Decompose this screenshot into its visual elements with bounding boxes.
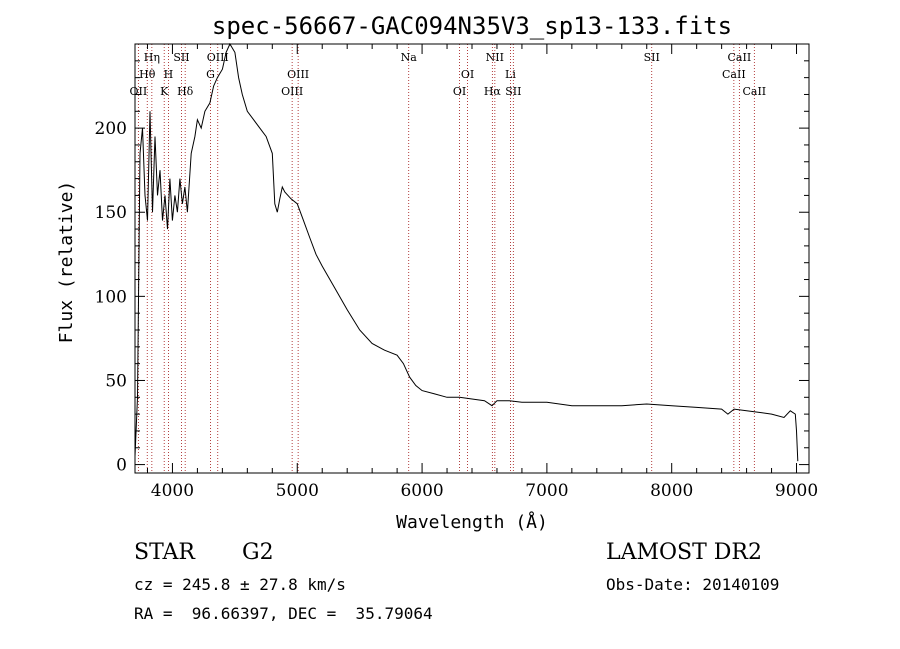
line-marker-label: Na [401, 51, 418, 64]
obs-date-text: Obs-Date: 20140109 [606, 575, 780, 594]
subclass: G2 [242, 540, 274, 565]
survey-name: LAMOST DR2 [606, 540, 762, 565]
y-tick-label: 200 [95, 119, 127, 139]
line-marker-label: OI [461, 68, 474, 81]
line-marker-label: SII [505, 85, 521, 98]
x-tick-label: 7000 [525, 481, 568, 501]
x-tick-label: 9000 [775, 481, 818, 501]
y-tick-label: 150 [95, 203, 127, 223]
redshift-text: cz = 245.8 ± 27.8 km/s [134, 575, 346, 594]
x-axis-label: Wavelength (Å) [396, 511, 548, 533]
line-marker-label: OIII [287, 68, 309, 81]
line-marker-label: Hη [144, 51, 160, 64]
y-tick-label: 100 [95, 287, 127, 307]
y-tick-label: 50 [105, 371, 127, 391]
x-tick-label: 4000 [151, 481, 194, 501]
plot-frame [134, 43, 810, 474]
line-marker-label: Hδ [177, 85, 194, 98]
line-marker-label: G [206, 68, 215, 81]
line-marker-label: Li [505, 68, 516, 81]
line-marker-label: CaII [728, 51, 752, 64]
line-marker-label: OII [130, 85, 148, 98]
line-marker-label: OI [453, 85, 466, 98]
line-marker-label: K [160, 85, 169, 98]
line-marker-label: CaII [722, 68, 746, 81]
x-tick-label: 5000 [276, 481, 319, 501]
line-marker-label: OIII [207, 51, 229, 64]
line-marker-label: Hα [484, 85, 502, 98]
line-marker-label: SII [644, 51, 660, 64]
axis-ticks: 4000 5000 6000 7000 8000 9000 0 50 100 150 200 [95, 44, 818, 501]
line-marker-label: OIII [281, 85, 303, 98]
x-tick-label: 8000 [650, 481, 693, 501]
line-marker-label: Hθ [139, 68, 156, 81]
chart-title: spec-56667-GAC094N35V3_sp13-133.fits [212, 12, 732, 40]
x-tick-label: 6000 [400, 481, 443, 501]
line-marker-label: NII [486, 51, 504, 64]
line-marker-label: H [164, 68, 174, 81]
spectrum-line [134, 42, 799, 462]
object-class: STAR [134, 540, 195, 565]
line-marker-label: CaII [742, 85, 766, 98]
line-marker-label: SII [173, 51, 189, 64]
y-tick-label: 0 [116, 456, 127, 476]
line-markers: Hη Hθ OII HK SII Hδ OIII G OIII OIII Na OI OI NIILiHα… [130, 44, 766, 473]
coordinates-text: RA = 96.66397, DEC = 35.79064 [134, 604, 433, 623]
y-axis-label: Flux (relative) [56, 181, 77, 344]
